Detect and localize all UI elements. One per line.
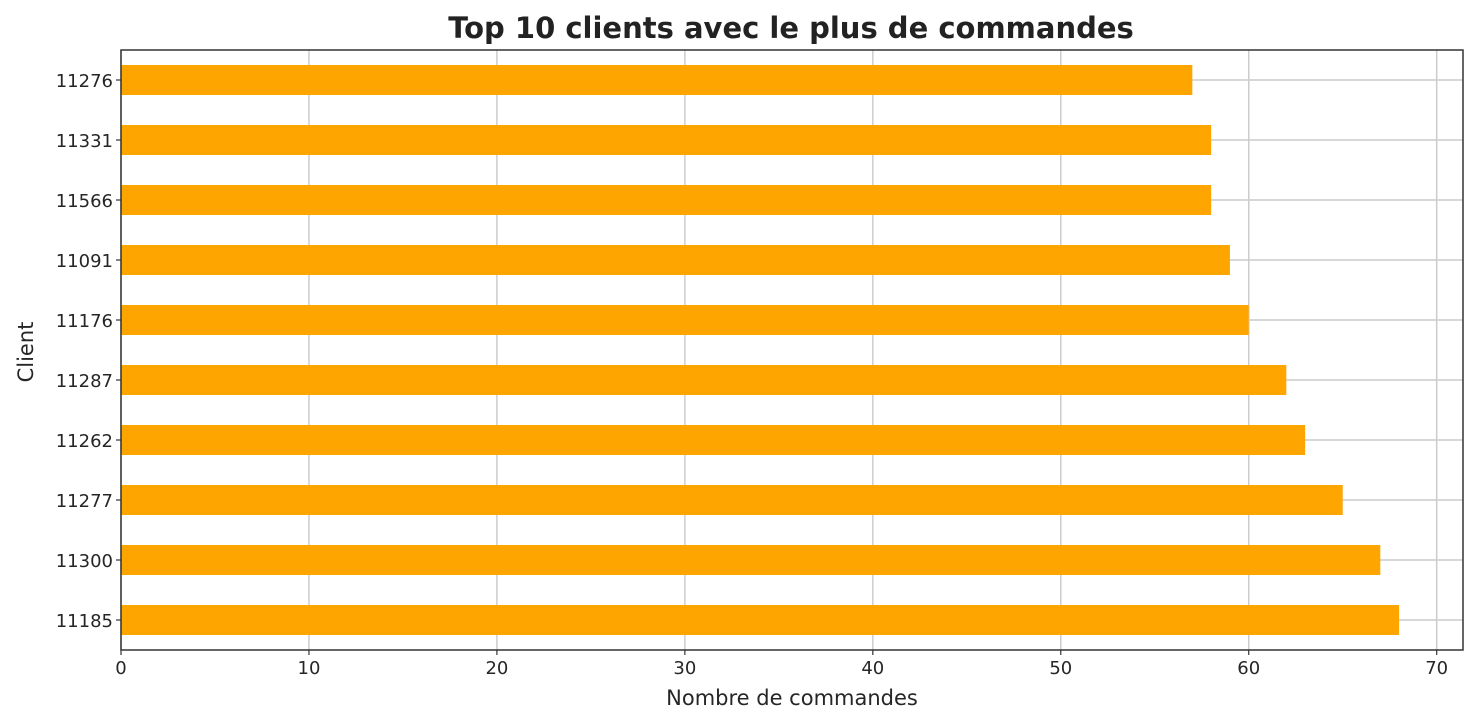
x-tick-label: 30 <box>673 658 696 679</box>
bar-11277 <box>121 485 1343 515</box>
x-tick-label: 70 <box>1425 658 1448 679</box>
plot-frame <box>120 49 1464 651</box>
bar-11176 <box>121 305 1249 335</box>
bars <box>121 65 1400 635</box>
y-tick-label: 11091 <box>56 251 113 272</box>
y-tick-label: 11566 <box>56 191 113 212</box>
chart-title: Top 10 clients avec le plus de commandes <box>448 11 1134 45</box>
y-tick-label: 11331 <box>56 131 113 152</box>
y-tick-label: 11276 <box>56 71 113 92</box>
y-tick-label: 11277 <box>56 491 113 512</box>
y-tick-label: 11185 <box>56 611 113 632</box>
x-tick-label: 10 <box>298 658 321 679</box>
bar-11331 <box>121 125 1212 155</box>
x-axis-ticks: 0 10 20 30 40 50 60 70 <box>115 650 1448 679</box>
bar-11091 <box>121 245 1230 275</box>
x-axis-label: Nombre de commandes <box>666 686 918 710</box>
bar-11566 <box>121 185 1212 215</box>
y-tick-label: 11287 <box>56 371 113 392</box>
y-axis-ticks: 11276 11331 11566 11091 11176 11287 11262 11277… <box>56 71 121 632</box>
bar-11276 <box>121 65 1193 95</box>
x-tick-label: 60 <box>1237 658 1260 679</box>
bar-11287 <box>121 365 1287 395</box>
y-tick-label: 11262 <box>56 431 113 452</box>
x-tick-label: 50 <box>1049 658 1072 679</box>
x-tick-label: 20 <box>485 658 508 679</box>
bar-11262 <box>121 425 1306 455</box>
x-tick-label: 40 <box>861 658 884 679</box>
bar-11185 <box>121 605 1400 635</box>
y-tick-label: 11300 <box>56 551 113 572</box>
y-tick-label: 11176 <box>56 311 113 332</box>
x-tick-label: 0 <box>115 658 126 679</box>
bar-11300 <box>121 545 1381 575</box>
y-axis-label: Client <box>14 322 38 383</box>
